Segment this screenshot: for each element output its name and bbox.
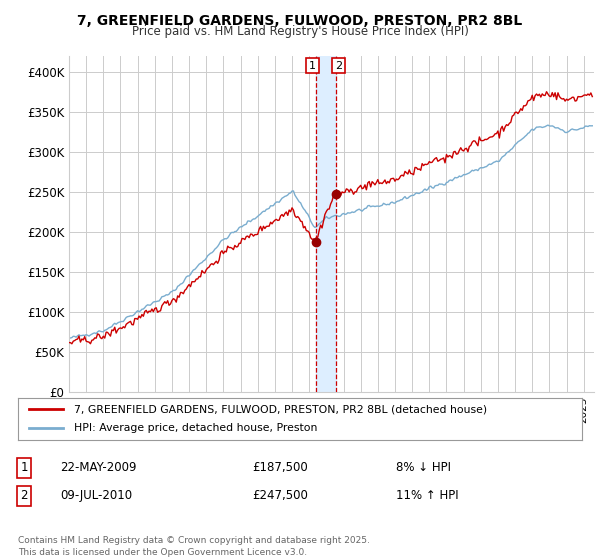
Text: 2: 2 <box>20 489 28 502</box>
Text: 2: 2 <box>335 60 342 71</box>
Text: 09-JUL-2010: 09-JUL-2010 <box>60 489 132 502</box>
Text: 7, GREENFIELD GARDENS, FULWOOD, PRESTON, PR2 8BL: 7, GREENFIELD GARDENS, FULWOOD, PRESTON,… <box>77 14 523 28</box>
Text: £247,500: £247,500 <box>252 489 308 502</box>
Text: 7, GREENFIELD GARDENS, FULWOOD, PRESTON, PR2 8BL (detached house): 7, GREENFIELD GARDENS, FULWOOD, PRESTON,… <box>74 404 488 414</box>
Text: 1: 1 <box>309 60 316 71</box>
Text: HPI: Average price, detached house, Preston: HPI: Average price, detached house, Pres… <box>74 423 318 433</box>
Text: £187,500: £187,500 <box>252 461 308 474</box>
Bar <box>316 56 335 392</box>
Text: Price paid vs. HM Land Registry's House Price Index (HPI): Price paid vs. HM Land Registry's House … <box>131 25 469 38</box>
Text: 8% ↓ HPI: 8% ↓ HPI <box>396 461 451 474</box>
Text: Contains HM Land Registry data © Crown copyright and database right 2025.
This d: Contains HM Land Registry data © Crown c… <box>18 536 370 557</box>
Text: 1: 1 <box>20 461 28 474</box>
Text: 11% ↑ HPI: 11% ↑ HPI <box>396 489 458 502</box>
Text: 22-MAY-2009: 22-MAY-2009 <box>60 461 137 474</box>
